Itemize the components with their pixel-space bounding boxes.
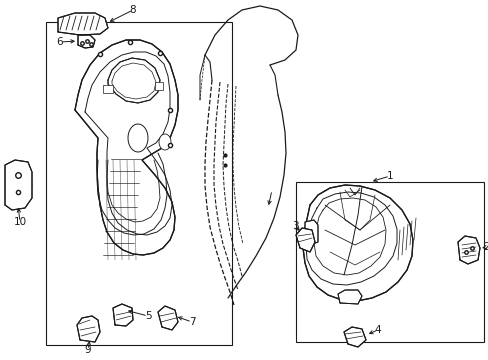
Polygon shape (457, 236, 479, 264)
Text: 10: 10 (13, 217, 26, 227)
Polygon shape (295, 228, 314, 252)
Polygon shape (158, 306, 178, 330)
Bar (295, 182, 483, 342)
Polygon shape (113, 304, 133, 326)
Text: 3: 3 (291, 221, 298, 231)
Text: 1: 1 (386, 171, 392, 181)
Text: 7: 7 (188, 317, 195, 327)
Polygon shape (155, 82, 163, 90)
Polygon shape (337, 290, 361, 304)
Text: 6: 6 (57, 37, 63, 47)
Polygon shape (108, 58, 160, 103)
Text: 2: 2 (483, 242, 488, 252)
Polygon shape (5, 160, 32, 210)
Text: 8: 8 (129, 5, 136, 15)
Polygon shape (75, 40, 178, 255)
Text: 5: 5 (144, 311, 151, 321)
Text: 4: 4 (374, 325, 381, 335)
Polygon shape (305, 220, 317, 245)
Polygon shape (159, 134, 171, 150)
Polygon shape (128, 124, 148, 152)
Polygon shape (77, 316, 100, 342)
Bar (46, 22, 231, 345)
Polygon shape (103, 85, 113, 93)
Polygon shape (58, 13, 108, 35)
Polygon shape (343, 327, 365, 347)
Polygon shape (78, 35, 95, 48)
Text: 9: 9 (84, 345, 91, 355)
Polygon shape (303, 185, 412, 301)
